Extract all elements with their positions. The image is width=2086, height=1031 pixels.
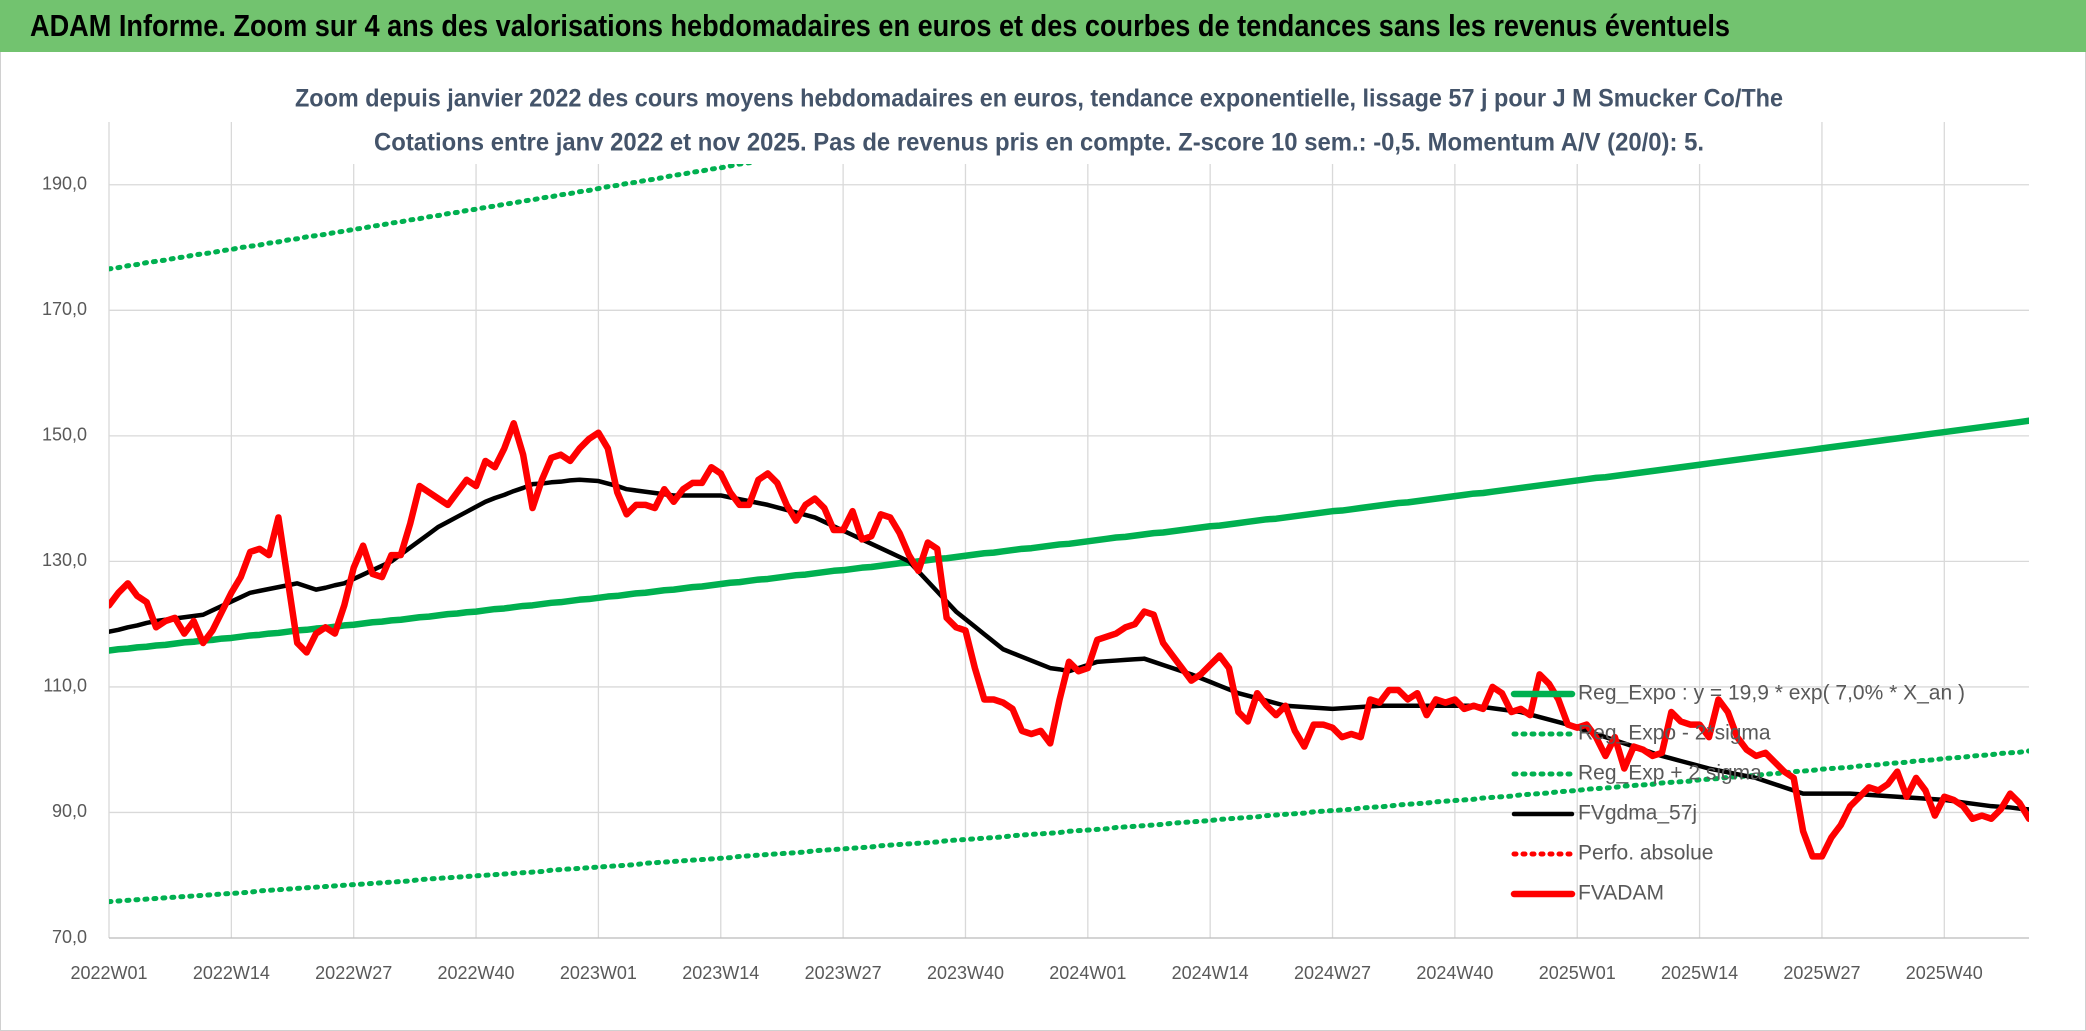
y-tick-label: 150,0	[42, 425, 87, 445]
x-tick-label: 2023W27	[805, 963, 882, 983]
grid: 70,0 90,0 110,0 130,0 150,0 170,0 190,0 2022W01…	[42, 122, 2029, 983]
x-tick-label: 2025W27	[1783, 963, 1860, 983]
y-tick-label: 110,0	[43, 676, 87, 696]
x-tick-label: 2024W01	[1049, 963, 1126, 983]
legend-label: Reg_Expo - 2*sigma	[1578, 722, 1771, 745]
legend: Reg_Expo : y = 19,9 * exp( 7,0% * X_an )…	[1510, 682, 1965, 905]
header-bar	[0, 0, 2086, 52]
x-tick-label: 2022W27	[315, 963, 392, 983]
legend-label: Reg_Exp + 2 sigma	[1578, 762, 1762, 785]
series-line	[109, 122, 994, 272]
x-tick-label: 2022W01	[70, 963, 147, 983]
legend-label: FVgdma_57j	[1578, 802, 1697, 825]
x-tick-label: 2024W40	[1416, 963, 1493, 983]
x-tick-label: 2024W14	[1172, 963, 1249, 983]
x-tick-label: 2022W14	[193, 963, 270, 983]
y-tick-label: 190,0	[42, 174, 87, 194]
y-tick-label: 70,0	[52, 927, 87, 947]
x-tick-label: 2024W27	[1294, 963, 1371, 983]
x-tick-label: 2022W40	[438, 963, 515, 983]
x-tick-label: 2025W01	[1539, 963, 1616, 983]
x-tick-label: 2025W40	[1906, 963, 1983, 983]
x-tick-label: 2023W14	[682, 963, 759, 983]
y-tick-label: 170,0	[42, 299, 87, 319]
page-title: ADAM Informe. Zoom sur 4 ans des valoris…	[30, 8, 1730, 43]
legend-label: FVADAM	[1578, 882, 1664, 905]
y-tick-label: 90,0	[52, 801, 87, 821]
subtitle-box	[290, 78, 1795, 164]
subtitle-line: Cotations entre janv 2022 et nov 2025. P…	[374, 129, 1704, 157]
subtitle-line: Zoom depuis janvier 2022 des cours moyen…	[295, 85, 1783, 113]
series-line	[109, 417, 2029, 654]
legend-label: Perfo. absolue	[1578, 842, 1713, 865]
x-tick-label: 2023W40	[927, 963, 1004, 983]
legend-label: Reg_Expo : y = 19,9 * exp( 7,0% * X_an )	[1578, 682, 1965, 705]
series-line	[109, 748, 2029, 905]
series-line	[109, 420, 2029, 860]
x-tick-label: 2025W14	[1661, 963, 1738, 983]
x-tick-label: 2023W01	[560, 963, 637, 983]
y-tick-label: 130,0	[42, 550, 87, 570]
plot-area	[109, 122, 2029, 905]
